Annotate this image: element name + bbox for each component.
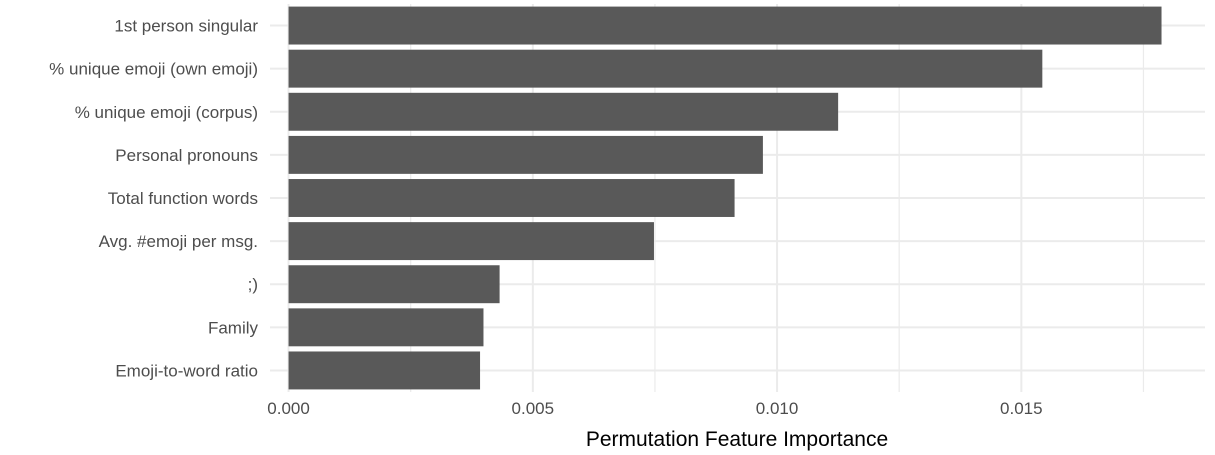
bar [288,49,1043,88]
bar [288,135,763,174]
y-tick-label: Total function words [108,189,258,208]
bar [288,179,735,217]
y-tick-label: Personal pronouns [115,146,258,165]
bar [288,265,500,304]
bar [288,222,654,261]
y-tick-label: Emoji-to-word ratio [115,361,258,380]
y-tick-label: % unique emoji (own emoji) [49,60,258,79]
y-axis-tick-labels: 1st person singular % unique emoji (own e… [49,17,258,381]
y-tick-label: 1st person singular [114,17,258,36]
x-tick-label: 0.000 [267,399,310,418]
bar [288,92,839,131]
x-axis-title: Permutation Feature Importance [586,428,888,451]
bar [288,351,481,390]
x-tick-label: 0.010 [756,399,799,418]
y-tick-label: Avg. #emoji per msg. [99,232,258,251]
y-tick-label: ;) [248,275,258,294]
bar [288,308,484,347]
bar [288,6,1162,45]
x-tick-label: 0.005 [512,399,555,418]
y-tick-label: % unique emoji (corpus) [75,103,258,122]
bars [288,6,1162,390]
y-tick-label: Family [208,318,259,337]
x-axis-tick-labels: 0.000 0.005 0.010 0.015 [267,399,1042,418]
x-tick-label: 0.015 [1000,399,1043,418]
